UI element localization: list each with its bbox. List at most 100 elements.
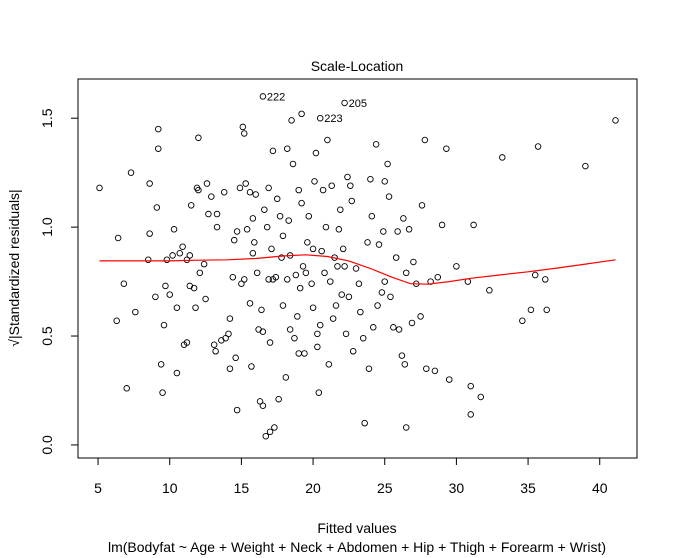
scatter-point (236, 184, 244, 192)
scatter-point (355, 280, 363, 287)
scatter-point (249, 215, 257, 222)
scatter-point (309, 304, 317, 311)
scatter-point (295, 350, 302, 357)
scatter-point (190, 284, 198, 292)
scatter-point (269, 147, 277, 155)
scatter-point (291, 334, 298, 342)
scatter-point (144, 256, 152, 264)
scatter-point (374, 302, 381, 309)
scatter-point (467, 382, 474, 390)
scatter-point (543, 306, 550, 314)
scatter-point (226, 315, 234, 322)
scatter-point (311, 178, 318, 185)
scatter-point (157, 361, 165, 368)
scatter-point (233, 406, 241, 414)
scatter-point (375, 241, 383, 248)
scatter-point (339, 245, 347, 253)
scatter-point (381, 278, 388, 285)
scatter-point (381, 178, 388, 185)
scatter-point (542, 276, 549, 283)
x-tick-label: 30 (449, 480, 465, 496)
scatter-point (400, 215, 407, 222)
scatter-point (434, 273, 442, 281)
scatter-point (368, 212, 376, 220)
scatter-point (266, 339, 274, 346)
scatter-point (418, 202, 426, 209)
scatter-point (222, 334, 229, 342)
y-axis-label: √|Standardized residuals| (6, 189, 22, 346)
scatter-point (238, 280, 245, 287)
scatter-point (96, 184, 103, 192)
scatter-point (169, 252, 176, 259)
scatter-point (242, 180, 249, 187)
scatter-point (314, 330, 321, 338)
scatter-point (304, 239, 311, 246)
scatter-point (321, 269, 328, 277)
y-axis: 0.0 0.5 1.0 1.5 (39, 108, 79, 455)
scatter-point (192, 304, 199, 311)
scatter-point (390, 324, 397, 331)
y-tick-label: 1.0 (39, 217, 55, 237)
scatter-point (146, 230, 153, 237)
scatter-point (195, 134, 202, 142)
outlier-label: 223 (324, 113, 342, 125)
scatter-point (334, 263, 341, 270)
scatter-point (295, 186, 302, 194)
scatter-point (248, 363, 255, 370)
outlier-label: 205 (349, 98, 367, 110)
scatter-point (205, 210, 212, 218)
scatter-point (341, 263, 348, 270)
scatter-point (378, 289, 386, 296)
scatter-point (410, 258, 417, 266)
scatter-point (352, 265, 360, 272)
scatter-point (195, 186, 202, 194)
scatter-point (467, 411, 474, 418)
x-tick-label: 15 (234, 480, 250, 496)
scatter-point (288, 117, 295, 124)
scatter-point (408, 319, 416, 327)
scatter-point (443, 145, 450, 152)
scatter-point (316, 321, 324, 329)
scatter-point (438, 221, 446, 229)
y-tick-label: 0.5 (39, 326, 55, 346)
scatter-point (155, 145, 162, 152)
point-labels: 222 223 205 (267, 91, 367, 125)
scatter-point (266, 428, 274, 436)
scatter-point (212, 348, 219, 355)
scatter-point (284, 276, 291, 283)
scatter-point (405, 226, 413, 233)
scatter-point (301, 350, 308, 357)
x-tick-label: 35 (520, 480, 536, 496)
scatter-point (114, 234, 122, 242)
scatter-point (361, 419, 368, 427)
scatter-point (289, 160, 297, 168)
scatter-point (318, 247, 325, 255)
scatter-point (170, 226, 178, 233)
scatter-point (113, 317, 120, 325)
scatter-point (372, 141, 380, 148)
scatter-point (392, 254, 400, 261)
scatter-point (357, 308, 364, 316)
scatter-points (96, 93, 619, 440)
y-tick-label: 0.0 (39, 435, 55, 455)
y-tick-label: 1.5 (39, 108, 55, 128)
scatter-point (246, 189, 254, 196)
scatter-point (285, 217, 292, 224)
scatter-point (315, 389, 323, 396)
scatter-point (272, 273, 280, 281)
scatter-point (226, 365, 234, 372)
scatter-point (241, 130, 248, 137)
scatter-point (259, 328, 267, 335)
smoother-line (99, 254, 616, 285)
scatter-point (162, 282, 169, 290)
scatter-point (282, 374, 290, 381)
scatter-point (527, 306, 535, 314)
scatter-point (385, 193, 393, 200)
scatter-point (347, 182, 354, 189)
x-tick-label: 25 (377, 480, 393, 496)
scatter-point (335, 226, 343, 233)
scatter-point (612, 117, 619, 124)
scatter-point (329, 315, 337, 322)
scatter-point (259, 402, 267, 409)
